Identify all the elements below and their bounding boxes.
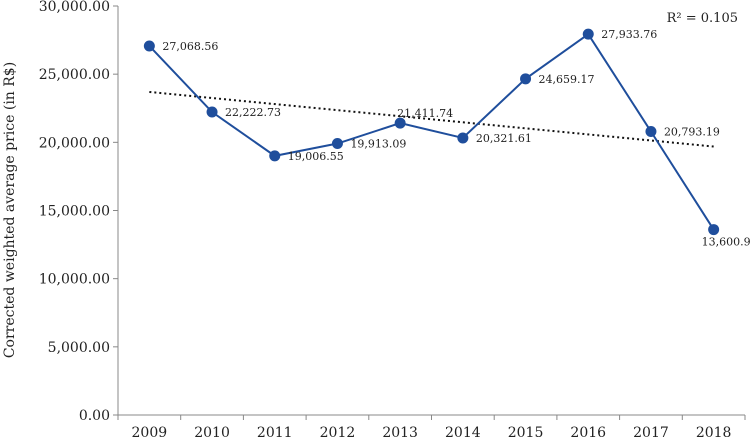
x-tick-label: 2018 bbox=[696, 425, 732, 440]
y-axis-title: Corrected weighted average price (in R$) bbox=[2, 62, 18, 358]
data-label: 24,659.17 bbox=[539, 73, 595, 86]
y-tick-label: 0.00 bbox=[79, 408, 110, 424]
data-labels: 27,068.56 22,222.73 19,006.55 19,913.09 21,4… bbox=[162, 28, 750, 248]
data-label: 13,600.90 bbox=[702, 236, 750, 249]
y-tick-label: 25,000.00 bbox=[39, 67, 110, 83]
x-tick-label: 2015 bbox=[508, 425, 544, 440]
data-point bbox=[645, 126, 657, 138]
data-point bbox=[143, 40, 155, 52]
x-tick-label: 2013 bbox=[382, 425, 418, 440]
y-tick-label: 10,000.00 bbox=[39, 272, 110, 288]
x-tick-label: 2017 bbox=[633, 425, 669, 440]
x-tick-label: 2011 bbox=[257, 425, 293, 440]
x-tick-label: 2012 bbox=[320, 425, 356, 440]
y-axis-ticks: 0.00 5,000.00 10,000.00 15,000.00 20,000.00 2… bbox=[39, 0, 118, 424]
data-label: 27,068.56 bbox=[162, 40, 218, 53]
data-label: 19,913.09 bbox=[350, 138, 406, 151]
data-label: 20,793.19 bbox=[664, 126, 720, 139]
data-point bbox=[708, 224, 720, 236]
data-point bbox=[520, 73, 532, 85]
series-polyline bbox=[148, 32, 715, 231]
axes bbox=[117, 6, 745, 416]
x-tick-label: 2016 bbox=[570, 425, 606, 440]
y-tick-label: 30,000.00 bbox=[39, 0, 110, 15]
data-point bbox=[394, 117, 406, 129]
data-point bbox=[269, 150, 281, 162]
r-squared-label: R² = 0.105 bbox=[667, 11, 738, 26]
data-label: 27,933.76 bbox=[601, 28, 657, 41]
y-tick-label: 15,000.00 bbox=[39, 204, 110, 220]
data-point bbox=[331, 138, 343, 150]
data-points bbox=[143, 28, 720, 236]
series-line bbox=[148, 32, 715, 231]
data-label: 22,222.73 bbox=[225, 106, 281, 119]
data-label: 21,411.74 bbox=[397, 107, 453, 120]
x-tick-label: 2009 bbox=[132, 425, 168, 440]
y-tick-label: 5,000.00 bbox=[48, 340, 110, 356]
x-axis-ticks: 2009 2010 2011 2012 2013 2014 2015 2016 2017 2018 bbox=[117, 415, 746, 440]
x-tick-label: 2014 bbox=[445, 425, 481, 440]
data-label: 20,321.61 bbox=[476, 132, 532, 145]
data-label: 19,006.55 bbox=[288, 150, 344, 163]
y-tick-label: 20,000.00 bbox=[39, 135, 110, 151]
data-point bbox=[582, 28, 594, 40]
data-point bbox=[206, 106, 218, 118]
data-point bbox=[457, 132, 469, 144]
x-tick-label: 2010 bbox=[194, 425, 230, 440]
